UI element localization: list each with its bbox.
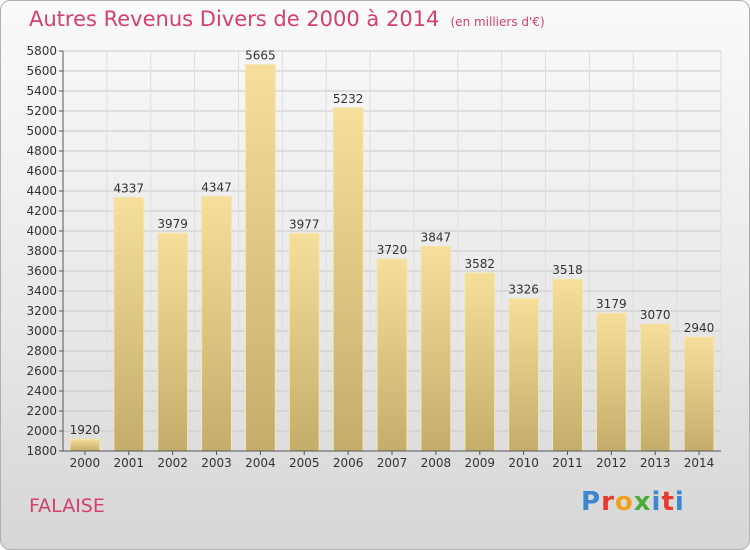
value-label-2007: 3720 <box>377 243 408 257</box>
y-tick-label: 2000 <box>26 424 57 438</box>
value-label-2008: 3847 <box>421 230 452 244</box>
x-tick-label-2006: 2006 <box>333 456 364 470</box>
value-label-2004: 5665 <box>245 49 276 63</box>
x-tick-label-2003: 2003 <box>201 456 232 470</box>
bar-2004 <box>244 64 276 452</box>
proxiti-logo: Proxiti <box>581 487 685 517</box>
chart-unit-note: (en milliers d'€) <box>450 15 545 29</box>
value-label-2001: 4337 <box>114 181 145 195</box>
y-tick-label: 5200 <box>26 104 57 118</box>
value-label-2012: 3179 <box>596 297 627 311</box>
y-tick-label: 2200 <box>26 404 57 418</box>
y-tick-label: 5400 <box>26 84 57 98</box>
x-tick-label-2014: 2014 <box>684 456 715 470</box>
value-label-2011: 3518 <box>552 263 583 277</box>
y-tick-label: 4600 <box>26 164 57 178</box>
y-tick-label: 5800 <box>26 44 57 58</box>
bar-2000 <box>69 438 101 452</box>
bar-2014 <box>683 336 715 452</box>
bar-2010 <box>508 297 540 452</box>
y-tick-label: 2800 <box>26 344 57 358</box>
chart-title: Autres Revenus Divers de 2000 à 2014 (en… <box>29 7 545 31</box>
bar-2006 <box>332 107 364 452</box>
bar-2011 <box>552 278 583 452</box>
chart-title-main: Autres Revenus Divers de 2000 à 2014 <box>29 7 440 31</box>
value-label-2010: 3326 <box>508 282 539 296</box>
bar-2008 <box>420 245 452 452</box>
axes: 1800 2000 2200 2400 2600 2800 3000 3200 3400 3600… <box>26 44 721 470</box>
y-tick-label: 3800 <box>26 244 57 258</box>
x-tick-label-2011: 2011 <box>552 456 583 470</box>
value-label-2002: 3979 <box>157 217 188 231</box>
y-tick-label: 3400 <box>26 284 57 298</box>
bar-2001 <box>113 196 145 452</box>
y-tick-label: 2600 <box>26 364 57 378</box>
value-label-2009: 3582 <box>464 257 495 271</box>
city-name: FALAISE <box>29 495 105 517</box>
value-labels: 1920 4337 3979 4347 5665 3977 5232 3720 3847 3582… <box>70 49 715 438</box>
y-tick-label: 4400 <box>26 184 57 198</box>
y-tick-label: 5000 <box>26 124 57 138</box>
bar-2009 <box>464 272 496 452</box>
bar-2005 <box>288 232 320 452</box>
y-tick-label: 1800 <box>26 444 57 458</box>
x-tick-label-2013: 2013 <box>640 456 671 470</box>
x-tick-label-2010: 2010 <box>508 456 539 470</box>
x-tick-label-2001: 2001 <box>114 456 145 470</box>
value-label-2014: 2940 <box>684 321 715 335</box>
bar-2007 <box>376 258 408 452</box>
value-label-2003: 4347 <box>201 180 232 194</box>
bar-2002 <box>157 232 189 452</box>
value-label-2006: 5232 <box>333 92 364 106</box>
x-tick-label-2005: 2005 <box>289 456 320 470</box>
value-label-2013: 3070 <box>640 308 671 322</box>
bars <box>69 64 715 452</box>
y-tick-label: 4200 <box>26 204 57 218</box>
y-tick-label: 3200 <box>26 304 57 318</box>
value-label-2005: 3977 <box>289 217 320 231</box>
x-tick-label-2012: 2012 <box>596 456 627 470</box>
x-tick-label-2002: 2002 <box>157 456 188 470</box>
value-label-2000: 1920 <box>70 423 101 437</box>
y-tick-label: 3000 <box>26 324 57 338</box>
y-tick-label: 4000 <box>26 224 57 238</box>
y-tick-label: 2400 <box>26 384 57 398</box>
x-tick-label-2009: 2009 <box>464 456 495 470</box>
y-tick-label: 5600 <box>26 64 57 78</box>
x-tick-label-2007: 2007 <box>377 456 408 470</box>
bar-2003 <box>201 195 232 452</box>
y-tick-label: 3600 <box>26 264 57 278</box>
y-tick-label: 4800 <box>26 144 57 158</box>
bar-2012 <box>595 312 627 452</box>
bar-2013 <box>639 323 671 452</box>
x-tick-label-2008: 2008 <box>421 456 452 470</box>
x-tick-label-2000: 2000 <box>70 456 101 470</box>
x-tick-label-2004: 2004 <box>245 456 276 470</box>
